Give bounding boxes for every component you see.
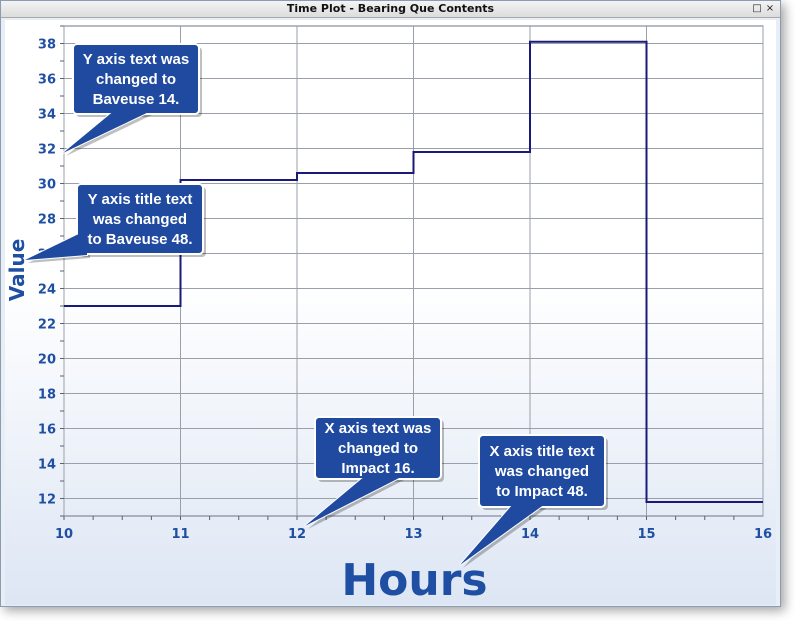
x-tick-label: 16 xyxy=(754,527,772,542)
callout-text: to Impact 48. xyxy=(496,483,588,500)
y-tick-label: 16 xyxy=(38,423,56,438)
plot-area: 1011121314151612141618202224262830323436… xyxy=(5,20,776,605)
callout-text: changed to xyxy=(338,440,418,457)
callout-pointer-fill xyxy=(63,110,153,153)
window-title: Time Plot - Bearing Que Contents xyxy=(286,2,495,15)
y-tick-label: 14 xyxy=(38,458,56,473)
close-icon[interactable]: × xyxy=(765,3,775,14)
y-tick-label: 12 xyxy=(38,493,56,508)
callout-pointer-fill xyxy=(460,504,545,565)
y-tick-label: 30 xyxy=(38,178,56,193)
callout-pointer-fill xyxy=(25,230,87,260)
restore-icon[interactable]: □ xyxy=(752,3,762,14)
x-tick-label: 10 xyxy=(55,527,73,542)
callout-shadow xyxy=(66,113,156,156)
y-tick-label: 32 xyxy=(38,143,56,158)
callout-text: Baveuse 14. xyxy=(93,91,180,108)
callout-text: was changed xyxy=(494,463,589,480)
x-axis-title: Hours xyxy=(341,555,487,605)
y-tick-label: 36 xyxy=(38,73,56,88)
callout-box xyxy=(478,434,606,508)
callout-box xyxy=(76,183,204,255)
y-tick-label: 22 xyxy=(38,318,56,333)
x-tick-label: 12 xyxy=(288,527,306,542)
x-tick-label: 15 xyxy=(637,527,655,542)
time-plot-chart: 1011121314151612141618202224262830323436… xyxy=(5,25,772,605)
callout-text: changed to xyxy=(96,71,176,88)
y-tick-label: 38 xyxy=(38,38,56,53)
y-tick-label: 34 xyxy=(38,108,56,123)
x-tick-label: 14 xyxy=(521,527,539,542)
callout-shadow xyxy=(463,507,548,568)
callout-text: X axis title text xyxy=(489,443,594,460)
y-tick-label: 28 xyxy=(38,213,56,228)
callout-text: Y axis text was xyxy=(83,51,189,68)
callout-text: was changed xyxy=(92,211,187,228)
callout-text: Y axis title text xyxy=(88,191,193,208)
callout-text: to Baveuse 48. xyxy=(87,231,192,248)
title-bar: Time Plot - Bearing Que Contents □ × xyxy=(1,1,780,18)
x-tick-label: 13 xyxy=(404,527,422,542)
callout-shadow xyxy=(308,479,406,529)
y-tick-label: 18 xyxy=(38,388,56,403)
callout-text: X axis text was xyxy=(325,420,432,437)
callout-pointer-fill xyxy=(305,476,403,526)
time-plot-window: Time Plot - Bearing Que Contents □ × 10 1… xyxy=(0,0,781,607)
y-tick-label: 24 xyxy=(38,283,56,298)
y-axis-title: Value xyxy=(5,239,29,302)
x-tick-label: 11 xyxy=(171,527,189,542)
y-tick-label: 20 xyxy=(38,353,56,368)
callout-text: Impact 16. xyxy=(341,460,414,477)
